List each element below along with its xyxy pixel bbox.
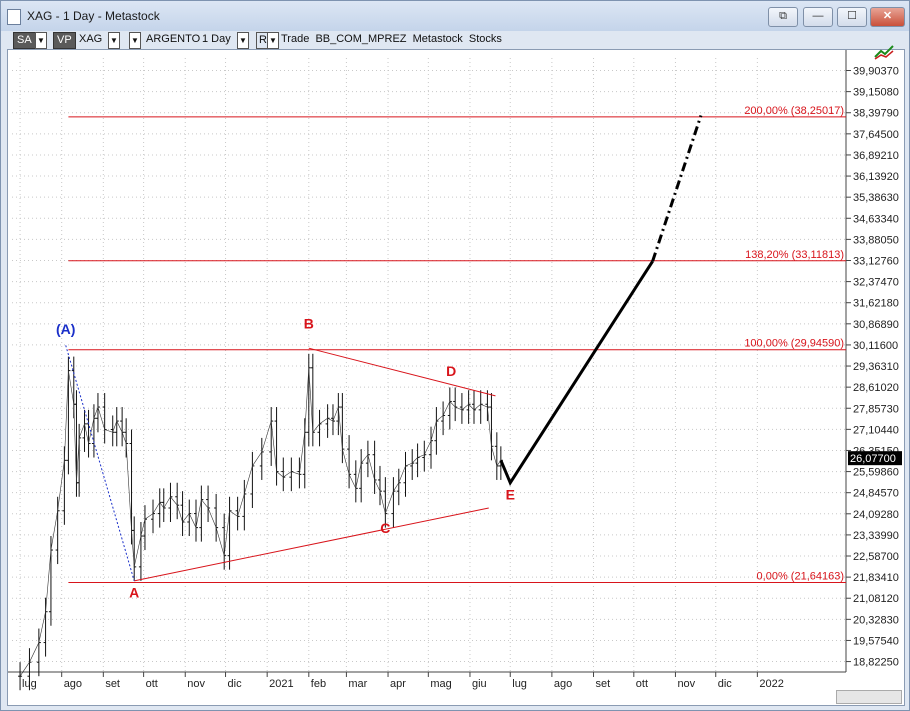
- restore-icon[interactable]: ⧉: [768, 7, 798, 27]
- chart-lines-icon[interactable]: [873, 43, 895, 61]
- y-tick-label: 21,83410: [853, 572, 899, 584]
- y-tick-label: 24,84570: [853, 488, 899, 500]
- period-label: 1 Day: [202, 33, 231, 45]
- y-tick-label: 36,13920: [853, 171, 899, 183]
- y-tick-label: 19,57540: [853, 635, 899, 647]
- x-tick-label: lug: [512, 678, 527, 690]
- y-tick-label: 27,85730: [853, 403, 899, 415]
- wave-label: B: [304, 316, 314, 332]
- x-tick-label: mar: [348, 678, 367, 690]
- symbol-dropdown-icon[interactable]: ▼: [108, 32, 120, 49]
- price-chart[interactable]: 39,90370 39,15080 38,39790 37,64500 36,89210…: [8, 50, 904, 705]
- y-tick-label: 24,09280: [853, 509, 899, 521]
- x-tick-label: dic: [718, 678, 733, 690]
- y-tick-label: 29,36310: [853, 361, 899, 373]
- y-tick-label: 38,39790: [853, 108, 899, 120]
- y-tick-label: 35,38630: [853, 192, 899, 204]
- fib-level-label: 138,20% (33,11813): [745, 249, 844, 261]
- y-tick-label: 34,63340: [853, 213, 899, 225]
- y-tick-label: 30,86890: [853, 319, 899, 331]
- y-tick-label: 25,59860: [853, 467, 899, 479]
- price-close-line: [19, 367, 502, 677]
- symbol-label: XAG: [79, 33, 103, 45]
- fib-level-label: 0,00% (21,64163): [757, 571, 844, 583]
- y-tick-label: 39,90370: [853, 66, 899, 78]
- triangle-lower-line: [134, 507, 489, 582]
- wave-label: D: [446, 363, 456, 379]
- wave-label: A: [129, 585, 139, 601]
- y-tick-label: 22,58700: [853, 551, 899, 563]
- chart-toolbar: SA ▼ VP XAG ▼ ▼ ARGENTO 1 Day ▼ R ▼ Trad…: [7, 31, 903, 49]
- y-tick-label: 21,08120: [853, 593, 899, 605]
- x-tick-label: nov: [677, 678, 695, 690]
- wave-a-dotted-line: [65, 345, 135, 582]
- y-tick-label: 28,61020: [853, 382, 899, 394]
- x-tick-label: mag: [430, 678, 451, 690]
- last-price-badge: [848, 451, 902, 466]
- wave-label: E: [506, 487, 515, 503]
- y-tick-label: 20,32830: [853, 614, 899, 626]
- y-tick-label: 30,11600: [853, 340, 898, 352]
- r-dropdown-icon[interactable]: ▼: [267, 32, 279, 49]
- last-price-label: 26,07700: [850, 453, 896, 465]
- chart-area[interactable]: 39,90370 39,15080 38,39790 37,64500 36,89210…: [7, 45, 905, 706]
- wave-label: (A): [56, 321, 75, 337]
- projection-solid-line: [499, 260, 654, 486]
- toolbar-info: Trade BB_COM_MPREZ Metastock Stocks: [281, 33, 502, 45]
- x-tick-label: nov: [187, 678, 205, 690]
- y-tick-label: 31,62180: [853, 298, 899, 310]
- minimize-button[interactable]: —: [803, 7, 833, 27]
- y-tick-label: 27,10440: [853, 424, 899, 436]
- period-dropdown-icon[interactable]: ▼: [237, 32, 249, 49]
- x-tick-label: ott: [636, 678, 648, 690]
- window-title: XAG - 1 Day - Metastock: [27, 9, 160, 23]
- metastock-app-icon[interactable]: [7, 9, 21, 25]
- sa-dropdown-icon[interactable]: ▼: [35, 32, 47, 49]
- x-tick-label: feb: [311, 678, 326, 690]
- y-tick-label: 39,15080: [853, 87, 899, 99]
- close-button[interactable]: ✕: [870, 7, 905, 27]
- y-tick-label: 37,64500: [853, 129, 899, 141]
- x-tick-label: apr: [390, 678, 406, 690]
- y-tick-label: 23,33990: [853, 530, 899, 542]
- x-tick-label: set: [596, 678, 611, 690]
- projection-dashed-line: [651, 115, 703, 262]
- x-tick-label: ott: [146, 678, 158, 690]
- y-tick-label: 33,88050: [853, 234, 899, 246]
- title-bar[interactable]: XAG - 1 Day - Metastock ⧉ — ☐ ✕: [1, 1, 909, 31]
- fib-level-label: 100,00% (29,94590): [744, 338, 844, 350]
- y-tick-label: 33,12760: [853, 255, 899, 267]
- wave-label: C: [380, 520, 390, 536]
- security-dropdown-icon[interactable]: ▼: [129, 32, 141, 49]
- x-tick-label: ago: [64, 678, 82, 690]
- x-tick-label: dic: [228, 678, 243, 690]
- x-tick-label: ago: [554, 678, 572, 690]
- fib-level-label: 200,00% (38,25017): [744, 105, 844, 117]
- maximize-button[interactable]: ☐: [837, 7, 867, 27]
- y-tick-label: 32,37470: [853, 277, 899, 289]
- security-name: ARGENTO: [146, 33, 201, 45]
- horizontal-scrollbar[interactable]: [836, 690, 902, 704]
- vp-button[interactable]: VP: [53, 32, 76, 49]
- x-tick-label: set: [105, 678, 120, 690]
- y-tick-label: 36,89210: [853, 150, 899, 162]
- x-tick-label: giu: [472, 678, 487, 690]
- x-tick-label: 2022: [759, 678, 783, 690]
- y-tick-label: 18,82250: [853, 657, 899, 669]
- triangle-upper-line: [308, 347, 496, 397]
- x-tick-label: 2021: [269, 678, 293, 690]
- sa-button[interactable]: SA: [13, 32, 36, 49]
